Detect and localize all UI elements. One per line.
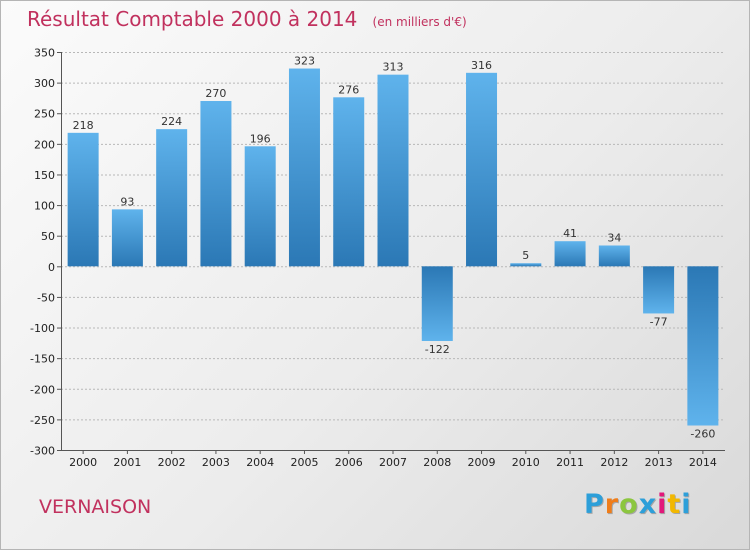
y-tick-label: -200 xyxy=(30,383,55,396)
y-tick-label: 350 xyxy=(34,47,55,60)
value-labels: 218 93 224 270 196 323 276 313 -122 316 5 41 34 -77 -2… xyxy=(73,55,716,441)
y-tick-labels: 350 300 250 200 150 100 50 0 -50 -100 -150 -200 -250… xyxy=(30,47,55,458)
title-row: Résultat Comptable 2000 à 2014 (en milli… xyxy=(27,7,467,31)
bar xyxy=(466,72,498,267)
data-label: 276 xyxy=(338,83,359,96)
x-tick-label: 2012 xyxy=(600,456,628,469)
x-tick-label: 2003 xyxy=(202,456,230,469)
y-tick-label: 250 xyxy=(34,108,55,121)
bar xyxy=(510,263,542,267)
bar xyxy=(687,266,719,426)
x-tick-label: 2014 xyxy=(689,456,717,469)
x-tick-label: 2009 xyxy=(468,456,496,469)
data-label: -77 xyxy=(650,315,668,328)
x-tick-label: 2001 xyxy=(113,456,141,469)
axes xyxy=(57,52,725,454)
bar xyxy=(643,266,675,314)
bar xyxy=(421,266,453,342)
bar xyxy=(200,100,232,267)
data-label: 270 xyxy=(205,87,226,100)
data-label: 5 xyxy=(522,249,529,262)
y-tick-label: 150 xyxy=(34,169,55,182)
x-tick-label: 2007 xyxy=(379,456,407,469)
bar xyxy=(111,209,143,267)
bar xyxy=(598,245,630,267)
data-label: 323 xyxy=(294,55,315,68)
data-label: 224 xyxy=(161,115,182,128)
y-tick-label: 100 xyxy=(34,200,55,213)
proxiti-logo: Proxiti xyxy=(584,489,692,520)
commune-name: VERNAISON xyxy=(39,496,152,518)
chart-subtitle: (en milliers d'€) xyxy=(372,15,467,29)
y-tick-label: -100 xyxy=(30,322,55,335)
x-tick-label: 2011 xyxy=(556,456,584,469)
logo-letter: i xyxy=(657,489,668,520)
logo-letter: P xyxy=(584,489,605,520)
data-label: 34 xyxy=(607,231,621,244)
data-label: -122 xyxy=(425,343,450,356)
x-tick-labels: 2000 2001 2002 2003 2004 2005 2006 2007 2008 2009… xyxy=(69,456,717,469)
y-tick-label: 50 xyxy=(41,230,55,243)
data-label: 316 xyxy=(471,59,492,72)
bar xyxy=(244,146,276,267)
x-tick-label: 2006 xyxy=(335,456,363,469)
y-tick-label: -250 xyxy=(30,414,55,427)
logo-letter: x xyxy=(638,489,658,520)
chart-title: Résultat Comptable 2000 à 2014 xyxy=(27,7,358,31)
x-tick-label: 2013 xyxy=(645,456,673,469)
bar xyxy=(554,241,586,267)
data-label: 41 xyxy=(563,227,577,240)
x-tick-label: 2004 xyxy=(246,456,274,469)
bars xyxy=(67,68,719,426)
bar xyxy=(333,97,365,267)
logo-letter: r xyxy=(604,489,620,520)
data-label: 313 xyxy=(383,61,404,74)
logo-letter: t xyxy=(667,489,682,520)
logo-letter: o xyxy=(619,489,639,520)
data-label: 196 xyxy=(250,132,271,145)
x-tick-label: 2000 xyxy=(69,456,97,469)
logo-letter: i xyxy=(681,489,692,520)
y-tick-label: -150 xyxy=(30,353,55,366)
bar xyxy=(288,68,320,267)
data-label: 93 xyxy=(120,195,134,208)
bar xyxy=(67,132,99,267)
x-tick-label: 2008 xyxy=(423,456,451,469)
y-tick-label: -50 xyxy=(37,291,55,304)
y-tick-label: 0 xyxy=(48,261,55,274)
y-tick-label: 200 xyxy=(34,138,55,151)
y-tick-label: 300 xyxy=(34,77,55,90)
x-tick-label: 2002 xyxy=(158,456,186,469)
data-label: 218 xyxy=(73,119,94,132)
y-tick-label: -300 xyxy=(30,445,55,458)
x-tick-label: 2010 xyxy=(512,456,540,469)
x-tick-label: 2005 xyxy=(290,456,318,469)
bar xyxy=(156,129,188,267)
bar xyxy=(377,74,409,267)
data-label: -260 xyxy=(690,428,715,441)
